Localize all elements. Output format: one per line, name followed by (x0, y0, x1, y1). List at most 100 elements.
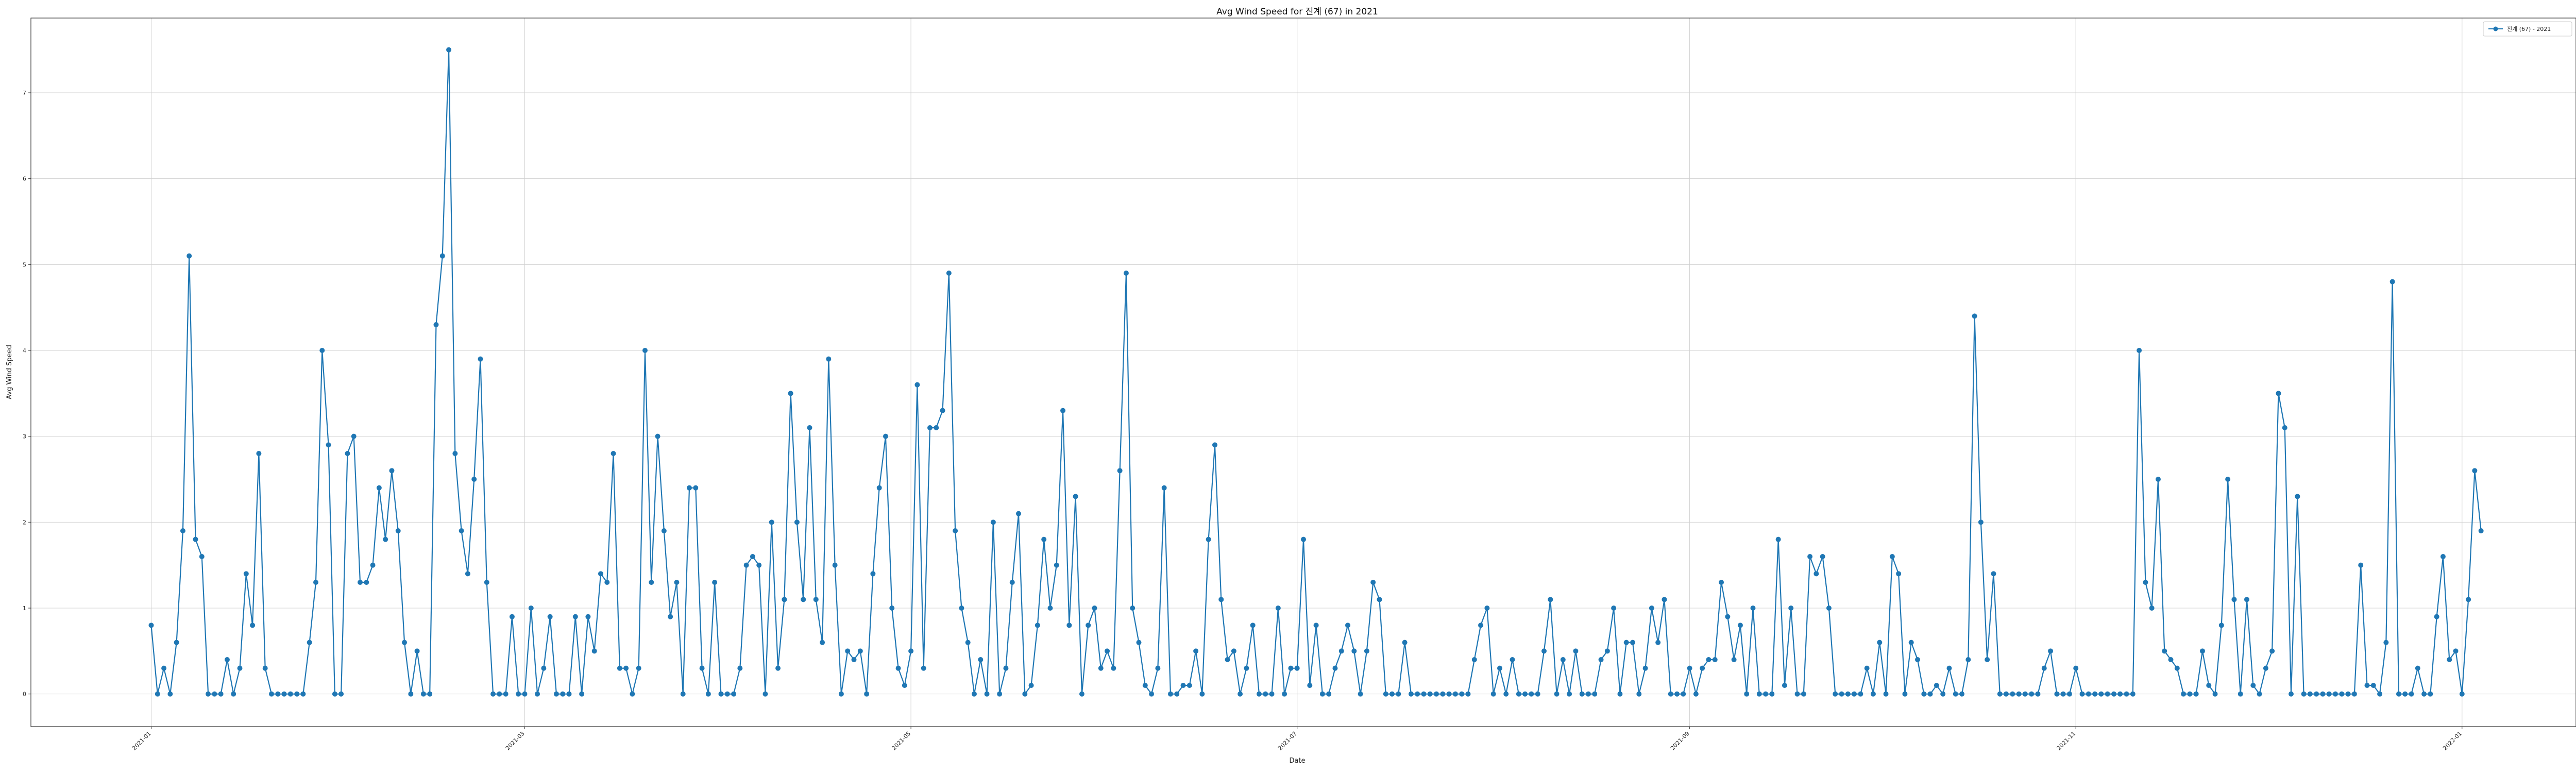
data-point (883, 433, 888, 439)
data-point (1630, 640, 1635, 645)
data-point (1263, 691, 1268, 697)
data-point (591, 648, 597, 654)
data-point (914, 382, 920, 388)
data-point (1269, 691, 1275, 697)
data-point (193, 536, 198, 542)
y-tick-label: 3 (23, 433, 26, 440)
data-point (2415, 665, 2420, 671)
data-point (522, 691, 528, 697)
data-point (2079, 691, 2085, 697)
data-point (2130, 691, 2136, 697)
data-point (420, 691, 426, 697)
data-point (2428, 691, 2433, 697)
data-point (516, 691, 521, 697)
data-point (2231, 597, 2237, 602)
data-point (1870, 691, 1876, 697)
data-point (1617, 691, 1623, 697)
data-point (712, 580, 718, 585)
data-point (2257, 691, 2262, 697)
data-point (775, 665, 781, 671)
data-point (864, 691, 870, 697)
data-point (2351, 691, 2357, 697)
data-point (2364, 683, 2370, 688)
data-point (953, 528, 958, 533)
data-point (1275, 606, 1281, 611)
data-point (2041, 665, 2047, 671)
series-layer (148, 47, 2484, 697)
data-point (2276, 391, 2281, 396)
data-point (788, 391, 793, 396)
data-point (2333, 691, 2338, 697)
data-point (1092, 606, 1097, 611)
data-point (275, 691, 281, 697)
data-point (1655, 640, 1661, 645)
data-point (2022, 691, 2028, 697)
data-point (383, 536, 388, 542)
data-point (1301, 536, 1306, 542)
data-point (1763, 691, 1769, 697)
data-point (1047, 606, 1053, 611)
data-point (870, 571, 876, 577)
data-point (965, 640, 971, 645)
data-point (1408, 691, 1414, 697)
data-point (2181, 691, 2187, 697)
data-point (2263, 665, 2268, 671)
data-point (813, 597, 819, 602)
data-point (1560, 657, 1566, 662)
data-point (1927, 691, 1933, 697)
data-point (1719, 580, 1724, 585)
data-point (1421, 691, 1427, 697)
data-point (535, 691, 540, 697)
data-point (642, 348, 648, 353)
data-point (1788, 606, 1794, 611)
data-point (1782, 683, 1787, 688)
data-point (1471, 657, 1477, 662)
data-point (1623, 640, 1629, 645)
data-point (959, 606, 964, 611)
data-point (1959, 691, 1965, 697)
data-point (1801, 691, 1806, 697)
data-point (2168, 657, 2174, 662)
data-point (1167, 691, 1173, 697)
data-point (1256, 691, 1262, 697)
data-point (465, 571, 470, 577)
data-point (1225, 657, 1230, 662)
data-point (756, 562, 762, 568)
data-point (1231, 648, 1236, 654)
data-point (2187, 691, 2193, 697)
data-point (1548, 597, 1553, 602)
data-point (1497, 665, 1502, 671)
data-point (1193, 648, 1199, 654)
y-tick-label: 6 (23, 176, 26, 182)
data-point (553, 691, 559, 697)
data-point (630, 691, 635, 697)
data-point (1370, 580, 1376, 585)
data-point (1484, 606, 1490, 611)
data-point (1731, 657, 1737, 662)
data-point (997, 691, 1003, 697)
data-point (2105, 691, 2110, 697)
data-point (1377, 597, 1382, 602)
data-point (376, 485, 382, 491)
data-point (262, 665, 268, 671)
data-point (946, 271, 952, 276)
data-point (2225, 477, 2231, 482)
data-point (1238, 691, 1243, 697)
data-point (1985, 657, 1990, 662)
chart-title: Avg Wind Speed for 진계 (67) in 2021 (1216, 7, 1378, 17)
data-point (2434, 614, 2439, 619)
data-point (1845, 691, 1851, 697)
data-point (782, 597, 787, 602)
data-point (705, 691, 711, 697)
legend-marker (2493, 26, 2498, 31)
data-point (1940, 691, 1946, 697)
data-point (724, 691, 730, 697)
data-point (1946, 665, 1952, 671)
data-point (2149, 606, 2155, 611)
data-point (699, 665, 705, 671)
data-point (1769, 691, 1775, 697)
data-point (908, 648, 914, 654)
data-point (940, 408, 945, 413)
data-point (560, 691, 566, 697)
